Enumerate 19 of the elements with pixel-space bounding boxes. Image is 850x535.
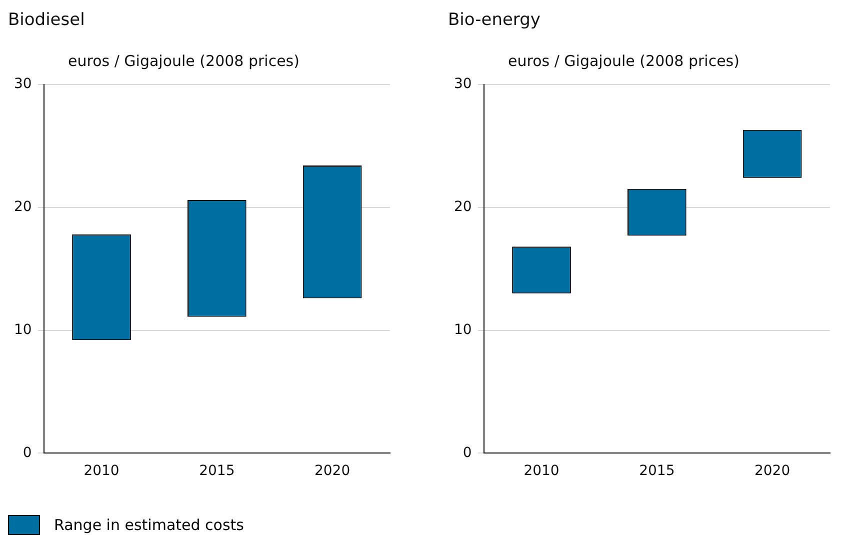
y-tick-label: 0 (22, 444, 32, 461)
chart-title: Biodiesel (8, 10, 85, 30)
legend-label: Range in estimated costs (54, 516, 244, 534)
y-tick-label: 0 (462, 444, 472, 461)
y-tick-label: 30 (14, 76, 32, 92)
y-tick-label: 30 (454, 76, 472, 92)
x-tick-label: 2020 (314, 463, 350, 480)
x-tick-label: 2010 (84, 463, 120, 480)
x-tick-label: 2020 (754, 463, 790, 480)
y-tick-label: 10 (14, 322, 32, 338)
chart-title: Bio-energy (448, 10, 540, 30)
y-tick-label: 20 (14, 198, 32, 215)
y-tick-label: 10 (454, 322, 472, 338)
y-axis-title: euros / Gigajoule (2008 prices) (508, 52, 740, 70)
x-tick-label: 2010 (524, 463, 560, 480)
x-tick-label: 2015 (199, 463, 235, 480)
y-axis-title: euros / Gigajoule (2008 prices) (68, 52, 300, 70)
y-tick-label: 20 (454, 198, 472, 215)
x-tick-label: 2015 (639, 463, 675, 480)
